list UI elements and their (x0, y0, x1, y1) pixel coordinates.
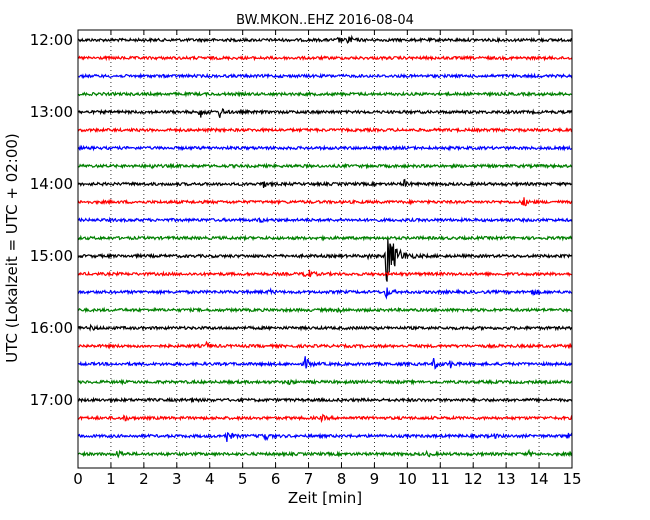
seismic-traces (77, 34, 573, 459)
y-tick-label-1300: 13:00 (30, 103, 73, 121)
x-tick-label-6: 6 (271, 470, 281, 488)
x-tick-label-9: 9 (370, 470, 380, 488)
x-tick-label-12: 12 (464, 470, 483, 488)
x-tick-label-2: 2 (139, 470, 149, 488)
x-tick-label-13: 13 (497, 470, 516, 488)
trace-1715 (77, 413, 573, 424)
y-tick-label-1700: 17:00 (30, 391, 73, 409)
trace-1245 (77, 90, 573, 98)
x-tick-label-15: 15 (562, 470, 581, 488)
trace-1230 (77, 72, 573, 80)
x-axis-label: Zeit [min] (288, 489, 362, 507)
trace-1600 (77, 323, 573, 332)
y-axis-label: UTC (Lokalzeit = UTC + 02:00) (3, 133, 21, 363)
x-axis: 0 1 2 3 4 5 6 7 8 9 10 11 12 13 14 15 (73, 30, 582, 488)
plot-frame (77, 29, 573, 469)
trace-1315 (77, 126, 573, 134)
trace-1700 (77, 396, 573, 404)
x-tick-label-1: 1 (106, 470, 116, 488)
trace-1200 (77, 34, 573, 45)
trace-1645 (77, 378, 573, 386)
x-tick-label-11: 11 (431, 470, 450, 488)
chart-title: BW.MKON..EHZ 2016-08-04 (236, 13, 414, 28)
y-tick-label-1500: 15:00 (30, 247, 73, 265)
x-tick-label-7: 7 (304, 470, 314, 488)
trace-1630 (77, 356, 573, 370)
x-tick-label-0: 0 (73, 470, 83, 488)
x-tick-label-3: 3 (172, 470, 182, 488)
trace-1730 (77, 431, 573, 443)
trace-1430 (77, 216, 573, 224)
y-tick-label-1400: 14:00 (30, 175, 73, 193)
x-tick-label-8: 8 (337, 470, 347, 488)
trace-1215 (77, 54, 573, 62)
x-tick-label-10: 10 (398, 470, 417, 488)
y-axis: 12:00 13:00 14:00 15:00 16:00 17:00 (30, 31, 572, 409)
trace-1400 (77, 178, 573, 189)
trace-1515 (77, 269, 573, 278)
trace-1330 (77, 144, 573, 152)
trace-1345 (77, 162, 573, 170)
y-tick-label-1200: 12:00 (30, 31, 73, 49)
trace-1745 (77, 448, 573, 459)
trace-1500 (77, 238, 573, 282)
y-tick-label-1600: 16:00 (30, 319, 73, 337)
trace-1415 (77, 197, 573, 207)
x-tick-label-5: 5 (238, 470, 248, 488)
trace-1300 (77, 108, 573, 118)
trace-1530 (77, 287, 573, 300)
trace-1545 (77, 306, 573, 314)
x-tick-label-4: 4 (205, 470, 215, 488)
trace-1445 (77, 234, 573, 242)
trace-1615 (77, 340, 573, 350)
x-tick-label-14: 14 (530, 470, 549, 488)
